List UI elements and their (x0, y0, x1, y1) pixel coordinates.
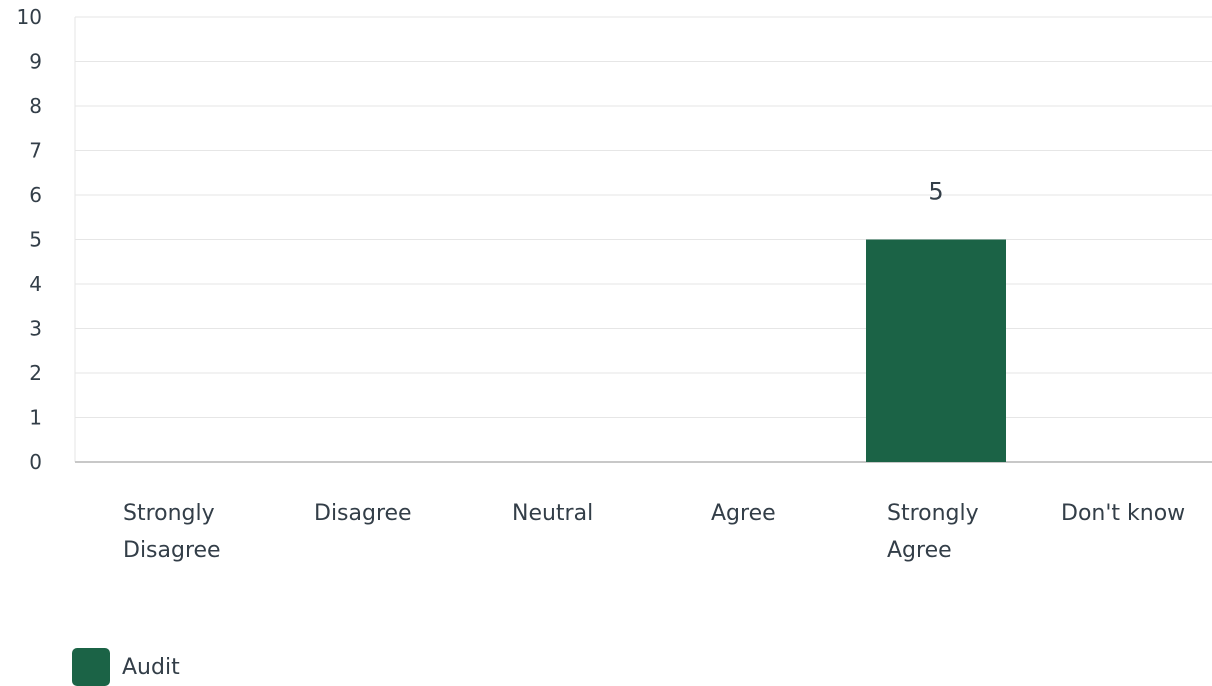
x-tick-label: Strongly Disagree (123, 501, 221, 563)
bars (866, 239, 1006, 462)
x-tick-label: Strongly Agree (887, 501, 979, 563)
y-tick-label: 8 (29, 94, 42, 118)
x-tick-label: Disagree (314, 501, 412, 526)
y-tick-label: 5 (29, 228, 42, 252)
y-tick-label: 10 (17, 5, 42, 29)
grid-lines (74, 16, 1212, 463)
y-tick-label: 3 (29, 317, 42, 341)
x-tick-label: Agree (711, 501, 776, 526)
data-labels: 5 (928, 178, 943, 206)
y-tick-label: 4 (29, 272, 42, 296)
x-axis-ticks: Strongly Disagree Disagree Neutral Agree Stro… (123, 501, 1185, 563)
legend: Audit (72, 648, 180, 686)
x-tick-label: Neutral (512, 501, 593, 526)
y-axis-ticks: 0 1 2 3 4 5 6 7 8 9 10 (17, 5, 42, 474)
bar (866, 239, 1006, 462)
x-tick-label: Don't know (1061, 501, 1185, 526)
y-tick-label: 0 (29, 450, 42, 474)
bar-value-label: 5 (928, 178, 943, 206)
y-tick-label: 1 (29, 406, 42, 430)
y-tick-label: 6 (29, 183, 42, 207)
y-tick-label: 2 (29, 361, 42, 385)
y-tick-label: 7 (29, 139, 42, 163)
legend-label-audit: Audit (122, 654, 180, 680)
y-tick-label: 9 (29, 50, 42, 74)
legend-swatch-audit (72, 648, 110, 686)
